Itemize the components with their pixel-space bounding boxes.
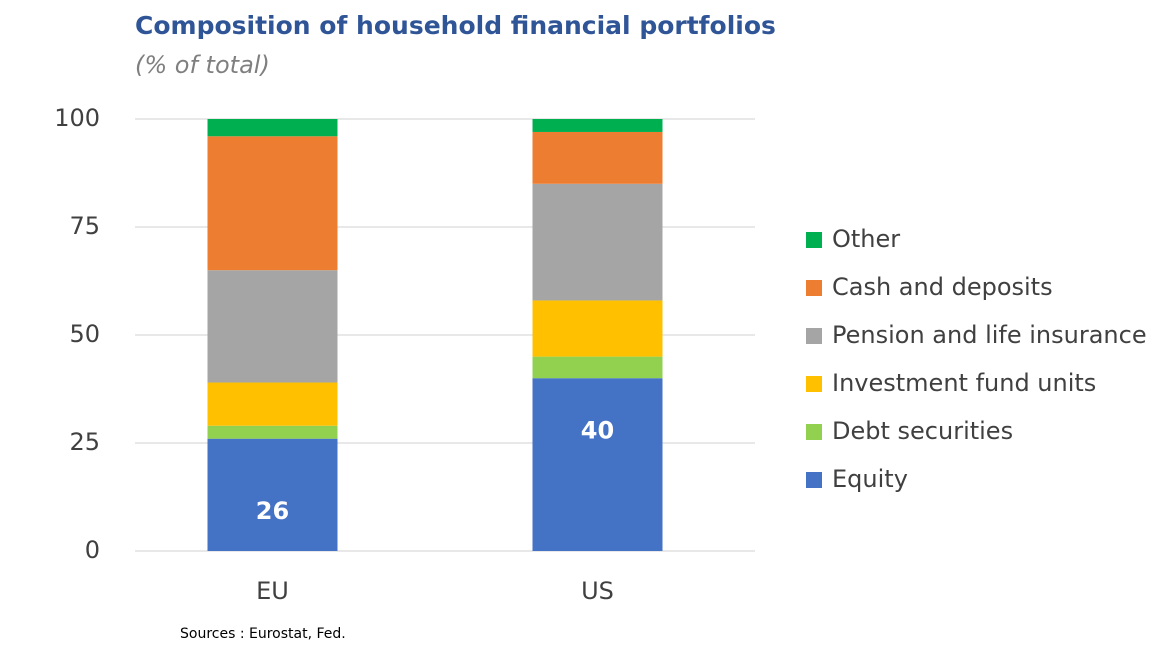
source-note: Sources : Eurostat, Fed. bbox=[180, 626, 346, 642]
legend-swatch bbox=[806, 328, 822, 344]
bar-segment bbox=[532, 183, 663, 301]
legend-swatch bbox=[806, 280, 822, 296]
legend-label: Pension and life insurance bbox=[832, 321, 1147, 349]
y-tick-label: 25 bbox=[69, 428, 100, 456]
chart-subtitle: (% of total) bbox=[135, 51, 270, 79]
legend-label: Equity bbox=[832, 465, 908, 493]
legend-swatch bbox=[806, 376, 822, 392]
legend-label: Other bbox=[832, 225, 900, 253]
bar-segment bbox=[207, 438, 338, 551]
legend-swatch bbox=[806, 472, 822, 488]
x-tick-label: US bbox=[581, 577, 614, 605]
data-label: 40 bbox=[581, 417, 614, 445]
y-tick-label: 0 bbox=[85, 536, 100, 564]
bar-segment bbox=[207, 136, 338, 271]
bar-segment bbox=[207, 270, 338, 383]
data-label: 26 bbox=[256, 497, 289, 525]
legend-label: Investment fund units bbox=[832, 369, 1096, 397]
y-tick-label: 50 bbox=[69, 320, 100, 348]
chart-title: Composition of household financial portf… bbox=[135, 11, 776, 40]
bar-segment bbox=[532, 119, 663, 132]
legend-label: Debt securities bbox=[832, 417, 1013, 445]
bar-segment bbox=[532, 378, 663, 551]
y-tick-label: 100 bbox=[54, 104, 100, 132]
legend-swatch bbox=[806, 424, 822, 440]
bar-segment bbox=[207, 382, 338, 426]
bar-segment bbox=[207, 425, 338, 439]
legend-swatch bbox=[806, 232, 822, 248]
legend-label: Cash and deposits bbox=[832, 273, 1053, 301]
y-tick-label: 75 bbox=[69, 212, 100, 240]
x-tick-label: EU bbox=[256, 577, 289, 605]
bar-segment bbox=[207, 119, 338, 137]
bar-segment bbox=[532, 131, 663, 184]
bar-segment bbox=[532, 356, 663, 379]
bar-segment bbox=[532, 300, 663, 357]
